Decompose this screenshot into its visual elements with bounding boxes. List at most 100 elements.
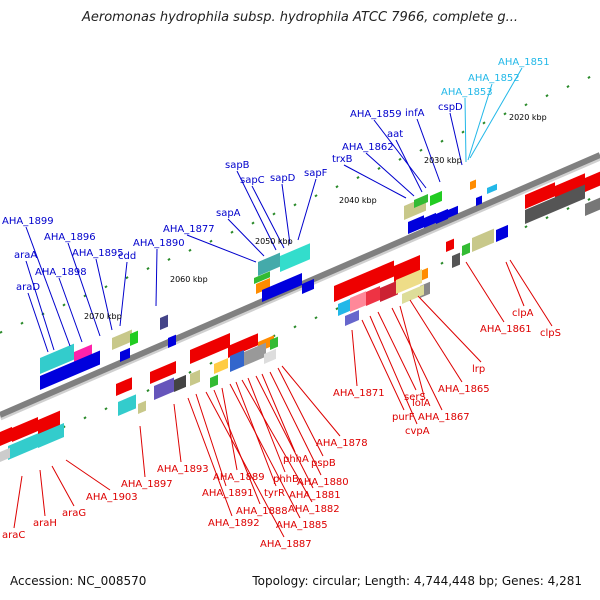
leader-line [51,465,75,507]
gene-block [244,342,266,366]
gene-label-bottom: AHA_1871 [333,388,385,399]
gene-label-bottom: lrp [472,364,485,375]
tick-dot-top [20,321,24,325]
gene-block [38,410,60,436]
tick-dot-bottom [314,316,318,320]
leader-line [261,373,296,453]
tick-dot-bottom [587,197,591,201]
gene-block [396,268,422,294]
gene-label-top: AHA_1899 [2,216,54,227]
tick-dot-top [251,221,255,225]
leader-line [247,377,286,473]
gene-block [302,278,314,294]
axis-tick-label: 2050 kbp [255,237,293,246]
leader-line [39,469,46,517]
gene-block [120,347,130,362]
gene-block [210,374,218,389]
gene-block [476,195,482,206]
gene-block [430,190,442,206]
gene-block [130,330,138,346]
leader-line [236,170,277,251]
map-decorations [0,75,600,462]
leader-line [351,329,358,387]
gene-label-bottom: phhB [273,474,299,485]
gene-label-bottom: AHA_1865 [438,384,490,395]
gene-block [230,350,244,372]
leader-line [369,315,418,425]
leader-line [27,292,49,353]
tick-dot-top [356,176,360,180]
tick-dot-top [377,166,381,170]
tick-dot-top [167,257,171,262]
axis-tick-label: 2040 kbp [339,196,377,205]
tick-dot-top [545,94,549,98]
gene-label-top: cspD [438,102,463,113]
axis-tick-label: 2070 kbp [84,312,122,321]
tick-dot-bottom [188,370,192,374]
gene-label-bottom: AHA_1897 [121,479,173,490]
gene-block [402,284,424,304]
gene-label-bottom: araC [2,530,25,541]
gene-block [38,422,64,448]
gene-label-bottom: AHA_1889 [213,472,265,483]
gene-block [40,350,100,390]
gene-block [446,238,454,252]
gene-label-bottom: AHA_1903 [86,492,138,503]
leader-line [281,183,291,245]
gene-block [258,252,280,276]
gene-label-top: sapC [240,175,265,186]
tick-dot-bottom [335,307,339,311]
gene-label-top: araA [14,250,37,261]
gene-block [168,334,176,349]
leader-line [391,307,443,411]
gene-block [160,314,168,331]
gene-label-bottom: clpA [512,308,534,319]
leader-line [251,185,285,249]
gene-block [270,336,278,351]
leader-line [213,389,261,505]
gene-block [470,179,476,190]
leader-line [467,83,493,161]
gene-label-bottom: AHA_1861 [480,324,532,335]
gene-block [254,271,270,284]
gene-block [585,171,600,193]
tick-dot-top [62,303,66,307]
gene-label-bottom: pspB [311,458,336,469]
leader-line [409,299,463,383]
gene-label-bottom: cvpA [405,426,430,437]
leader-line [241,379,313,503]
leader-line [229,383,301,519]
gene-label-bottom: AHA_1892 [208,518,260,529]
gene-label-bottom: AHA_1888 [236,506,288,517]
gene-block [462,242,470,256]
leader-line [464,97,467,163]
gene-block [350,291,366,312]
gene-block [40,343,74,374]
gene-label-top: infA [405,108,425,119]
tick-dot-top [293,203,297,207]
gene-label-top: AHA_1895 [72,248,124,259]
gene-label-bottom: araH [33,518,57,529]
gene-label-top: AHA_1852 [468,73,520,84]
leader-line [395,139,423,193]
leader-line [186,234,257,263]
tick-dot-top [209,239,213,243]
leader-line [277,367,324,457]
gene-block [190,333,230,364]
tick-dot-top [482,121,486,125]
gene-label-top: trxB [332,154,353,165]
tick-dot-top [0,330,3,334]
gene-label-top: AHA_1896 [44,232,96,243]
label-leader-lines [13,67,553,538]
gene-block [0,447,10,462]
gene-block [452,252,460,268]
leader-line [205,391,285,538]
gene-label-top: aat [387,129,403,140]
gene-label-top: AHA_1877 [163,224,215,235]
accession-text: Accession: NC_008570 [10,574,147,588]
axis-tick-label: 2020 kbp [509,113,547,122]
leader-line [505,261,525,307]
leader-line [269,371,322,476]
leader-line [509,259,553,327]
tick-dot-bottom [83,416,87,420]
